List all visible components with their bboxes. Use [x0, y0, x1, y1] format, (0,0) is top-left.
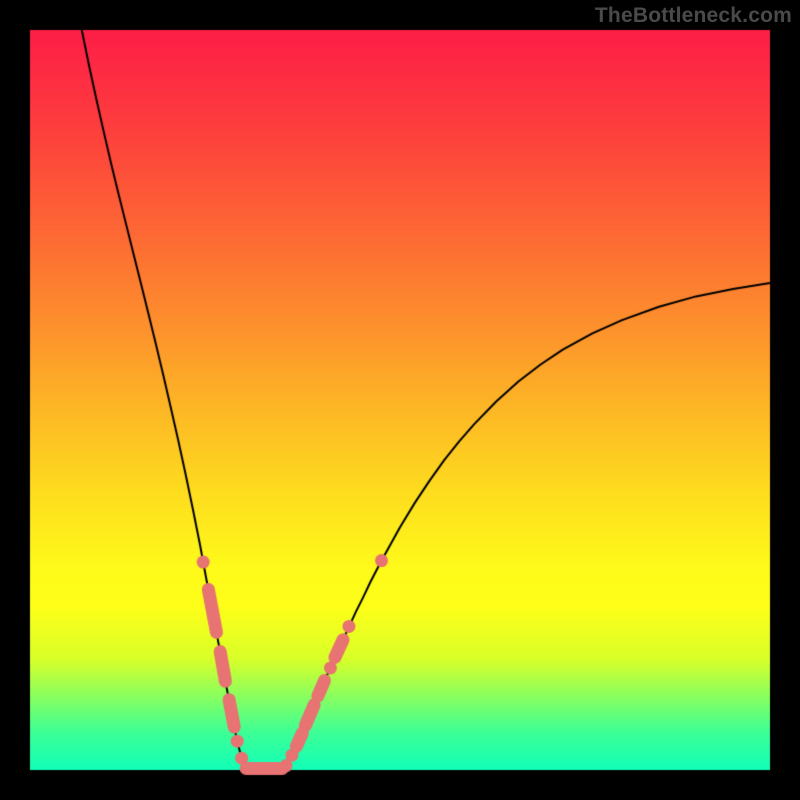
chart-canvas [0, 0, 800, 800]
watermark-text: TheBottleneck.com [595, 4, 792, 28]
chart-stage: TheBottleneck.com [0, 0, 800, 800]
